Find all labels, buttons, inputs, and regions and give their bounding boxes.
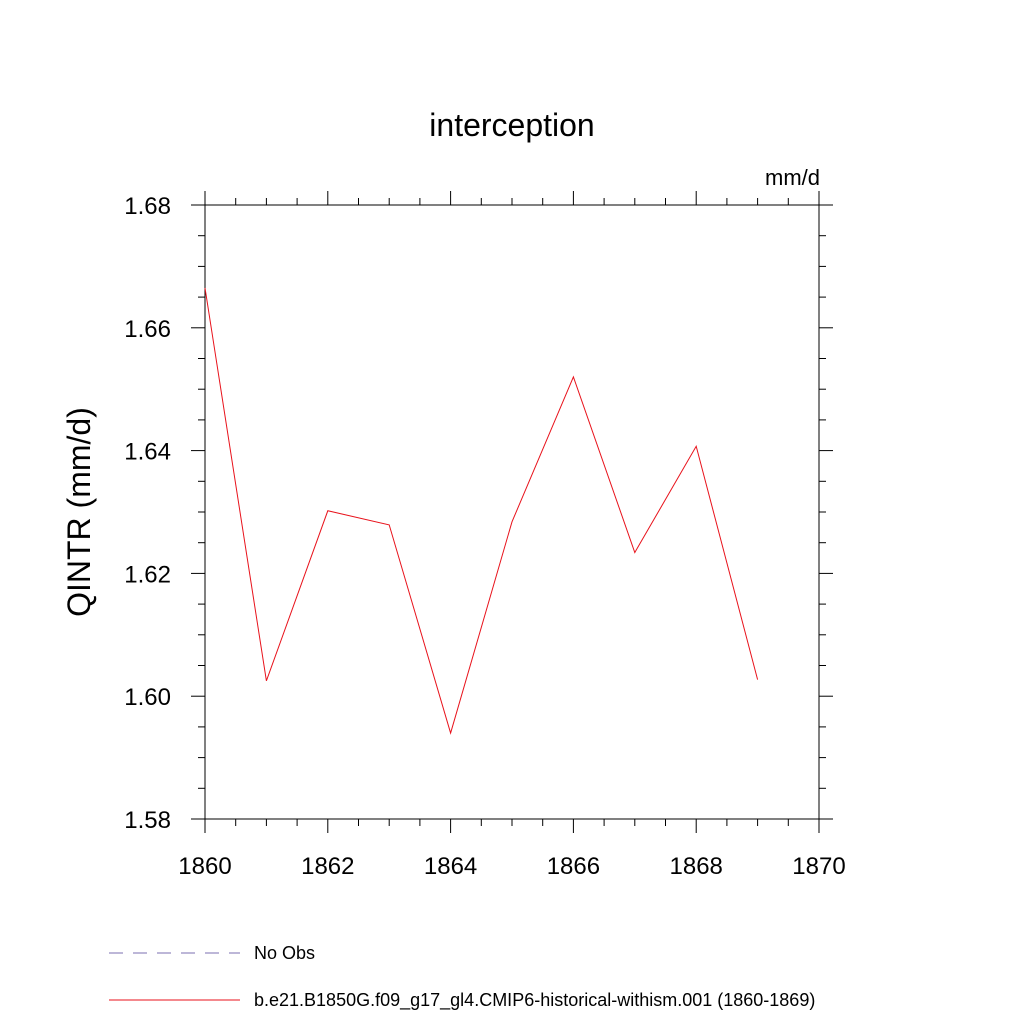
y-tick-label: 1.66 xyxy=(124,316,171,343)
series-line-1 xyxy=(204,287,759,735)
x-tick-label: 1864 xyxy=(424,853,477,880)
y-tick-label: 1.60 xyxy=(124,684,171,711)
y-axis-label: QINTR (mm/d) xyxy=(61,407,97,617)
y-tick-label: 1.58 xyxy=(124,807,171,834)
x-axis-ticks: 1860 1862 1864 1866 1868 1870 xyxy=(178,191,846,880)
y-axis-ticks: 1.58 1.60 1.62 1.64 1.66 1.68 xyxy=(124,193,833,834)
series-layer xyxy=(204,287,759,735)
x-tick-label: 1860 xyxy=(178,853,231,880)
legend-label: b.e21.B1850G.f09_g17_gl4.CMIP6-historica… xyxy=(254,990,815,1011)
legend: No Obs b.e21.B1850G.f09_g17_gl4.CMIP6-his… xyxy=(109,943,815,1011)
x-tick-label: 1862 xyxy=(301,853,354,880)
x-tick-label: 1866 xyxy=(547,853,600,880)
y-tick-label: 1.64 xyxy=(124,439,171,466)
x-tick-label: 1868 xyxy=(670,853,723,880)
y-tick-label: 1.68 xyxy=(124,193,171,220)
y-tick-label: 1.62 xyxy=(124,561,171,588)
x-tick-label: 1870 xyxy=(792,853,845,880)
units-label: mm/d xyxy=(765,165,820,190)
plot-frame xyxy=(204,204,820,820)
chart-title: interception xyxy=(429,107,594,143)
legend-label: No Obs xyxy=(254,943,315,963)
